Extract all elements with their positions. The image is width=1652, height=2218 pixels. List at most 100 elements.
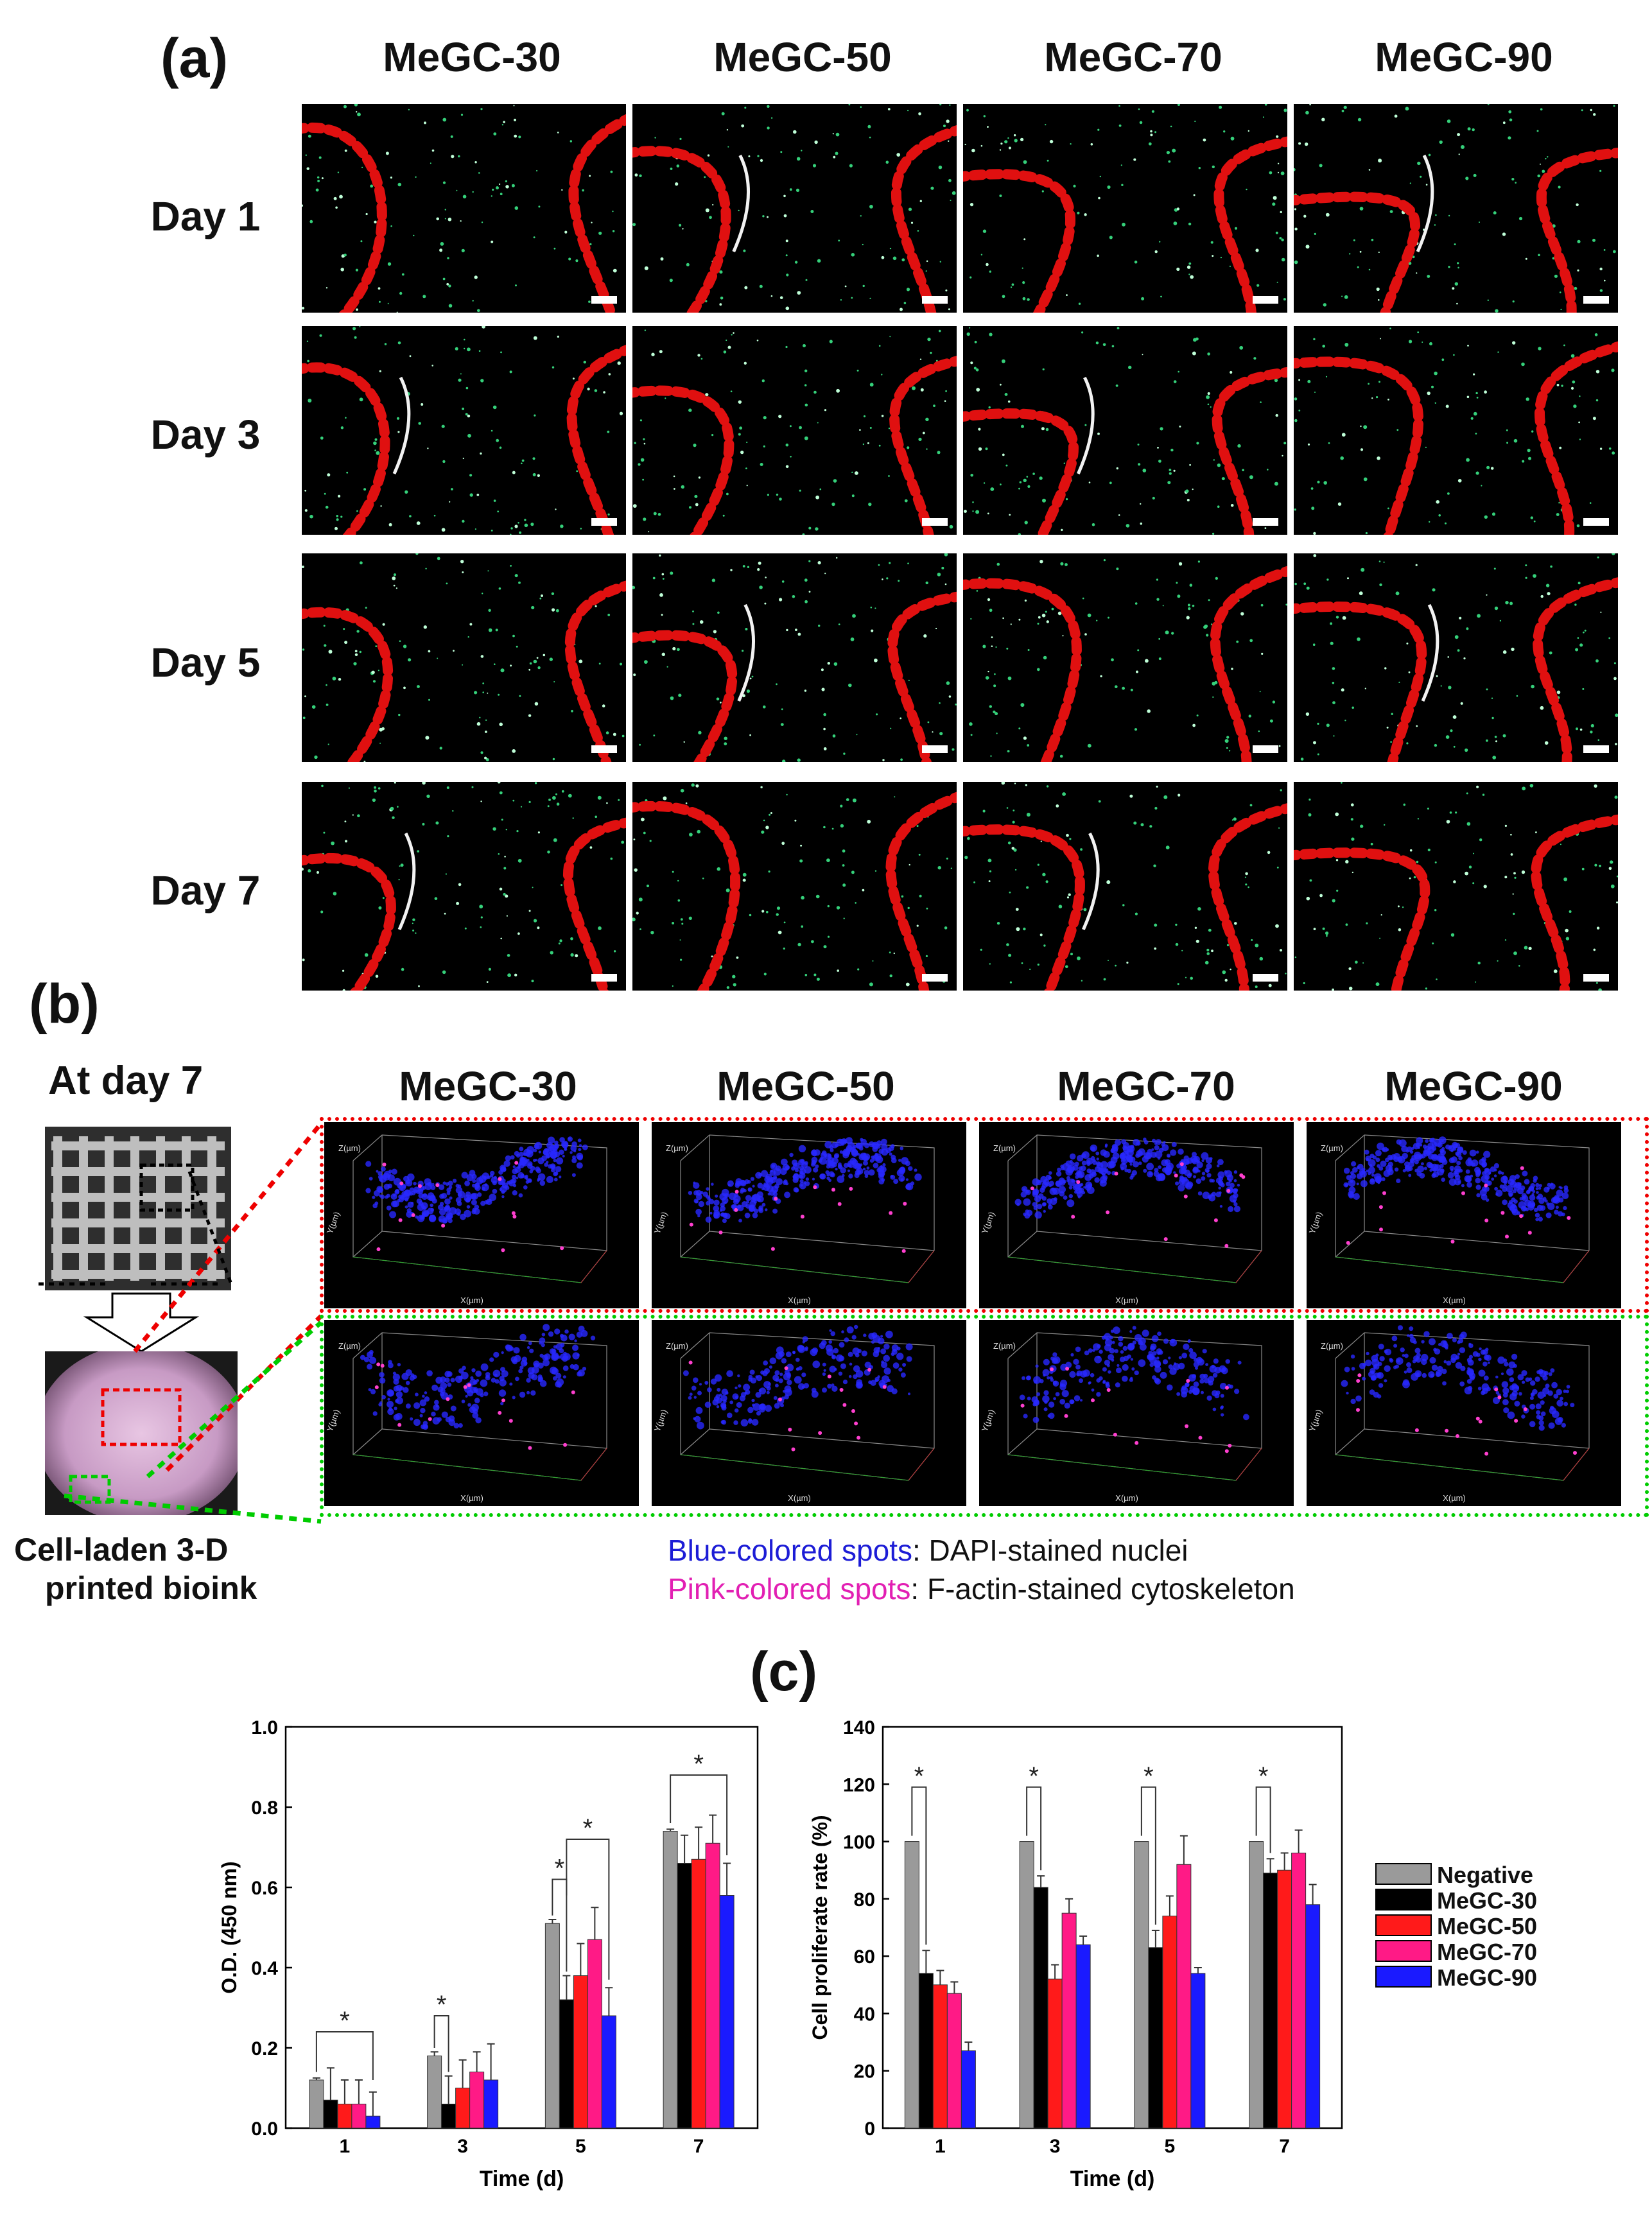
cell-dot	[1277, 162, 1280, 164]
nucleus-dot	[1446, 1360, 1452, 1366]
nucleus-dot	[1025, 1190, 1029, 1194]
nucleus-dot	[812, 1149, 817, 1155]
nucleus-dot	[1061, 1390, 1069, 1398]
cell-dot	[846, 798, 849, 801]
nucleus-dot	[804, 1346, 808, 1350]
cell-dot	[724, 736, 727, 740]
cell-dot	[497, 510, 500, 513]
nucleus-dot	[1466, 1368, 1474, 1376]
cell-dot	[446, 786, 449, 789]
actin-dot	[882, 1385, 887, 1389]
cell-dot	[547, 805, 550, 808]
cell-dot	[812, 164, 817, 168]
cell-dot	[1608, 447, 1612, 450]
cell-dot	[478, 172, 480, 174]
nucleus-dot	[448, 1218, 453, 1224]
nucleus-dot	[1157, 1156, 1161, 1160]
cell-dot	[1231, 668, 1233, 670]
cell-dot	[907, 906, 910, 910]
nucleus-dot	[881, 1138, 887, 1145]
nucleus-dot	[1149, 1172, 1152, 1175]
cell-dot	[776, 906, 781, 910]
nucleus-dot	[871, 1332, 878, 1339]
nucleus-dot	[1481, 1161, 1488, 1168]
nucleus-dot	[1380, 1160, 1387, 1167]
nucleus-dot	[519, 1365, 524, 1370]
nucleus-dot	[1481, 1391, 1486, 1396]
cell-dot	[988, 406, 991, 409]
cell-dot	[1196, 715, 1199, 716]
micrograph-image	[1294, 553, 1618, 762]
cell-dot	[1599, 289, 1603, 292]
cell-dot	[363, 488, 367, 491]
nucleus-dot	[755, 1172, 762, 1179]
cell-dot	[501, 124, 504, 126]
nucleus-dot	[1416, 1171, 1422, 1177]
cell-dot	[918, 437, 922, 441]
cell-dot	[689, 833, 693, 836]
bar-megc-90	[1190, 1973, 1206, 2129]
nucleus-dot	[1038, 1180, 1041, 1184]
cell-dot	[1249, 475, 1253, 480]
cell-dot	[1328, 442, 1330, 444]
cell-dot	[363, 760, 366, 762]
cell-dot	[1175, 942, 1179, 946]
cell-dot	[742, 650, 744, 652]
nucleus-dot	[697, 1391, 702, 1396]
nucleus-dot	[381, 1166, 386, 1172]
nucleus-dot	[1146, 1163, 1154, 1171]
nucleus-dot	[444, 1198, 451, 1205]
nucleus-dot	[761, 1202, 766, 1207]
nucleus-dot	[458, 1192, 462, 1197]
cell-dot	[1165, 630, 1169, 635]
cell-dot	[1514, 876, 1517, 879]
cell-dot	[528, 668, 531, 671]
cell-dot	[1560, 308, 1562, 311]
cell-dot	[515, 284, 517, 287]
nucleus-dot	[1206, 1173, 1212, 1178]
cell-dot	[1226, 747, 1228, 749]
cell-dot	[1012, 820, 1015, 824]
nucleus-dot	[541, 1333, 546, 1337]
render-y-label: Y(µm)	[1307, 1210, 1324, 1235]
nucleus-dot	[534, 1362, 539, 1367]
nucleus-dot	[1508, 1179, 1515, 1186]
nucleus-dot	[720, 1420, 725, 1425]
nucleus-dot	[765, 1208, 768, 1211]
cell-dot	[1244, 876, 1247, 878]
cell-dot	[446, 282, 449, 286]
nucleus-dot	[1493, 1174, 1497, 1177]
cell-dot	[589, 175, 591, 177]
cell-dot	[1283, 298, 1286, 301]
cell-dot	[782, 759, 786, 762]
cell-dot	[778, 930, 782, 935]
nucleus-dot	[1077, 1155, 1084, 1162]
cell-dot	[1348, 986, 1353, 991]
nucleus-dot	[892, 1362, 900, 1369]
cell-dot	[1041, 613, 1046, 618]
cell-dot	[1412, 256, 1415, 259]
cell-dot	[686, 263, 690, 266]
cell-dot	[1294, 208, 1297, 211]
nucleus-dot	[767, 1192, 771, 1196]
nucleus-dot	[1441, 1369, 1447, 1374]
cell-dot	[1103, 978, 1106, 981]
nucleus-dot	[1053, 1397, 1056, 1401]
cell-dot	[1362, 962, 1364, 964]
cell-dot	[648, 531, 650, 533]
cell-dot	[851, 494, 855, 498]
cell-dot	[1229, 265, 1231, 267]
cell-dot	[422, 295, 426, 299]
cell-dot	[1581, 867, 1585, 871]
nucleus-dot	[1485, 1198, 1490, 1202]
nucleus-dot	[467, 1390, 474, 1397]
cell-dot	[1172, 148, 1176, 153]
nucleus-dot	[537, 1362, 544, 1369]
cell-dot	[1177, 104, 1180, 106]
cell-dot	[850, 637, 855, 641]
actin-dot	[374, 1385, 379, 1389]
cell-dot	[757, 568, 760, 571]
nucleus-dot	[1517, 1187, 1524, 1195]
nucleus-dot	[734, 1408, 739, 1413]
cell-dot	[1540, 594, 1543, 598]
